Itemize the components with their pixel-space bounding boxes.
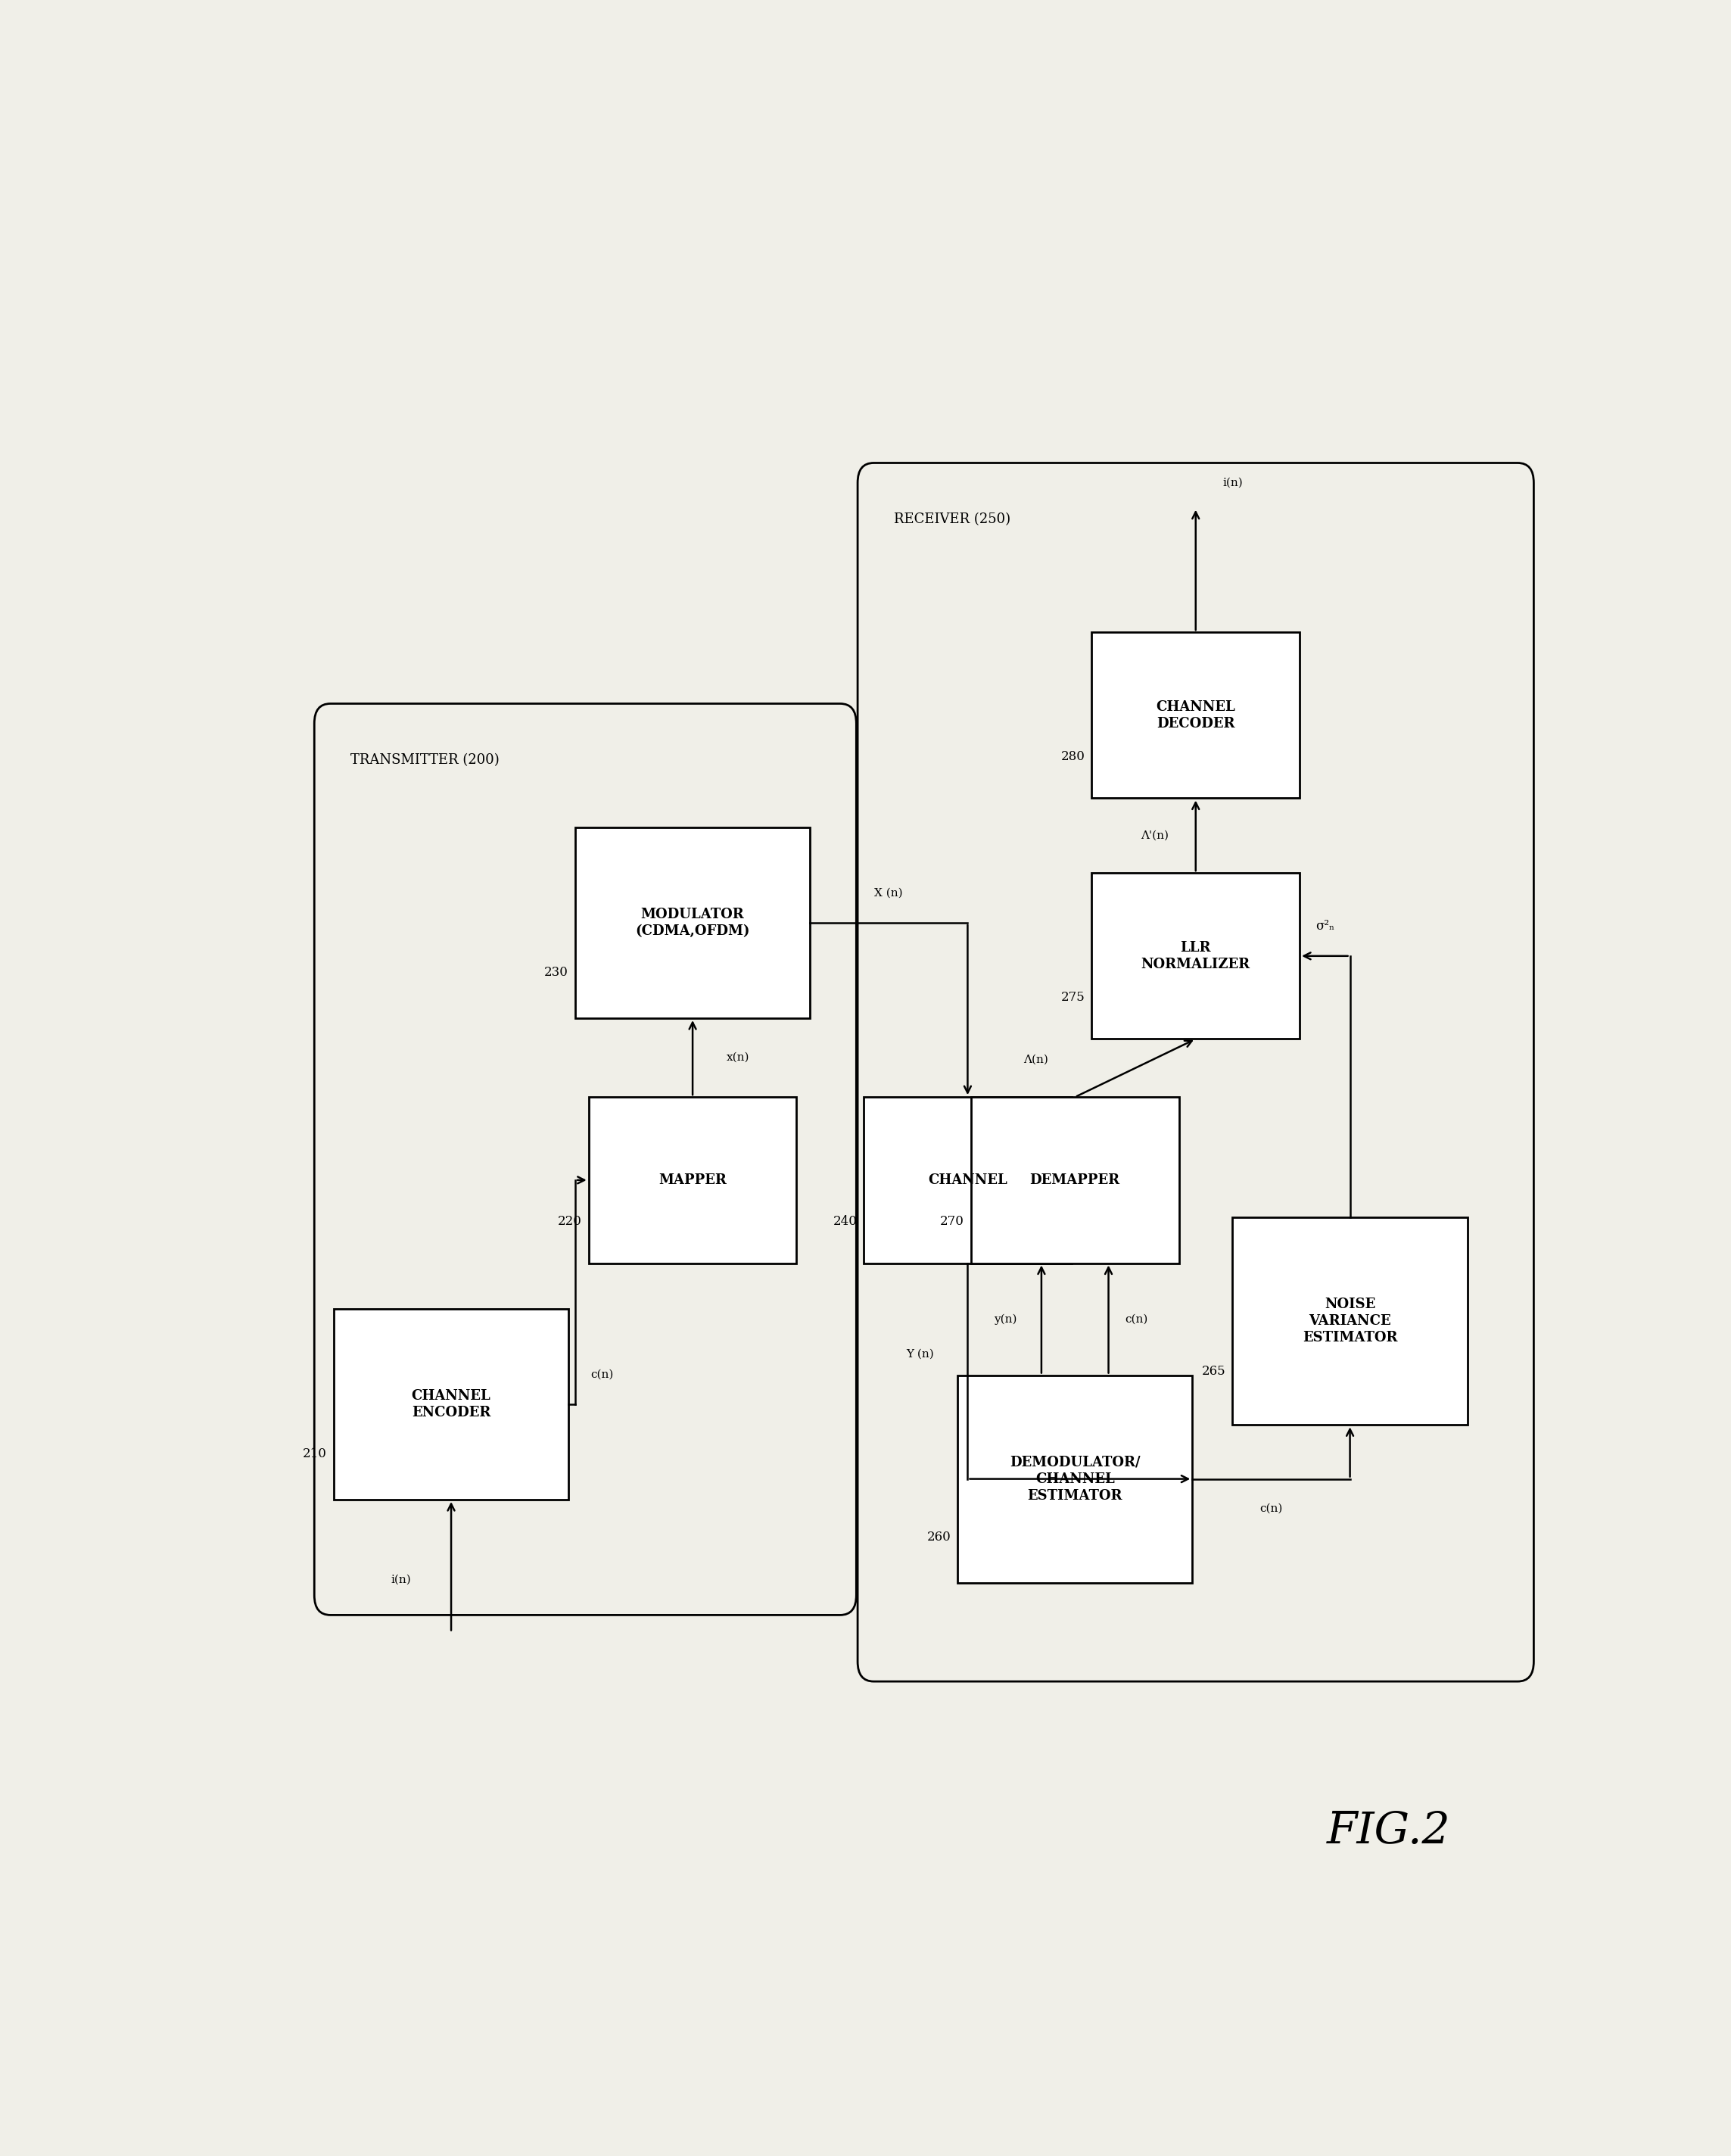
Bar <box>589 1097 796 1263</box>
Bar <box>1092 873 1300 1039</box>
Text: 210: 210 <box>303 1447 327 1460</box>
Text: i(n): i(n) <box>391 1574 410 1585</box>
Text: 240: 240 <box>833 1216 857 1229</box>
Text: LLR
NORMALIZER: LLR NORMALIZER <box>1141 940 1250 970</box>
Text: 230: 230 <box>545 966 568 979</box>
Bar <box>1092 632 1300 798</box>
Text: CHANNEL
ENCODER: CHANNEL ENCODER <box>412 1388 492 1419</box>
Text: 220: 220 <box>557 1216 582 1229</box>
Text: CHANNEL
DECODER: CHANNEL DECODER <box>1156 701 1236 731</box>
Text: Λ'(n): Λ'(n) <box>1141 830 1168 841</box>
Text: σ²ₙ: σ²ₙ <box>1316 921 1335 934</box>
Text: 275: 275 <box>1061 992 1085 1005</box>
Text: NOISE
VARIANCE
ESTIMATOR: NOISE VARIANCE ESTIMATOR <box>1302 1298 1397 1345</box>
Text: Λ(n): Λ(n) <box>1023 1054 1049 1065</box>
Text: RECEIVER (250): RECEIVER (250) <box>893 513 1011 526</box>
Text: y(n): y(n) <box>994 1313 1018 1324</box>
Text: 280: 280 <box>1061 750 1085 763</box>
Bar <box>864 1097 1071 1263</box>
Bar <box>1232 1218 1468 1425</box>
Bar <box>957 1376 1193 1583</box>
Text: Y (n): Y (n) <box>907 1350 935 1360</box>
Bar <box>334 1309 568 1501</box>
Text: c(n): c(n) <box>1125 1313 1148 1324</box>
Text: x(n): x(n) <box>727 1052 750 1063</box>
Text: CHANNEL: CHANNEL <box>928 1173 1007 1188</box>
Bar <box>971 1097 1179 1263</box>
Text: i(n): i(n) <box>1222 476 1243 487</box>
Text: DEMODULATOR/
CHANNEL
ESTIMATOR: DEMODULATOR/ CHANNEL ESTIMATOR <box>1009 1455 1141 1503</box>
Text: FIG.2: FIG.2 <box>1326 1809 1451 1852</box>
Text: c(n): c(n) <box>1260 1503 1283 1514</box>
Text: MAPPER: MAPPER <box>658 1173 727 1188</box>
Bar <box>575 828 810 1018</box>
Text: c(n): c(n) <box>590 1369 613 1380</box>
Text: 270: 270 <box>940 1216 964 1229</box>
Text: DEMAPPER: DEMAPPER <box>1030 1173 1120 1188</box>
Text: 265: 265 <box>1201 1365 1226 1378</box>
Text: TRANSMITTER (200): TRANSMITTER (200) <box>351 752 500 768</box>
Text: MODULATOR
(CDMA,OFDM): MODULATOR (CDMA,OFDM) <box>635 908 750 938</box>
Text: 260: 260 <box>926 1531 950 1544</box>
Text: X (n): X (n) <box>874 888 904 899</box>
